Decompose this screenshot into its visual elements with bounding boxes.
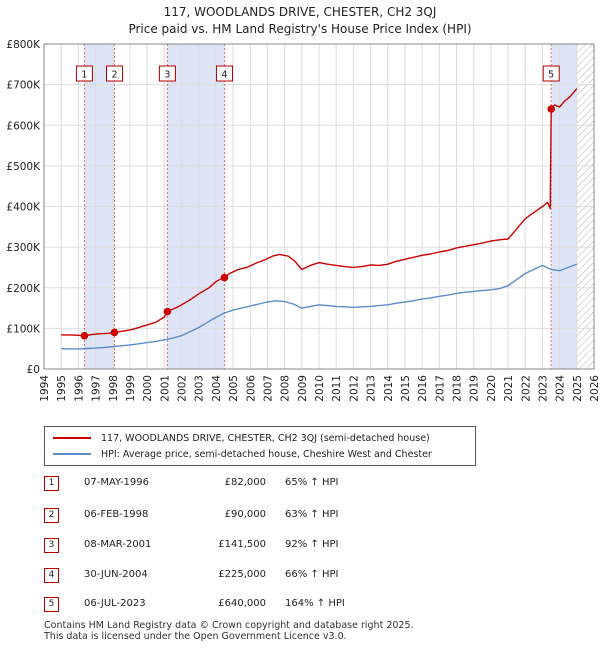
x-tick-label: 2022 xyxy=(520,375,532,402)
x-tick-label: 2006 xyxy=(245,375,257,402)
sale-row: 4 30-JUN-2004 £225,000 66% ↑ HPI xyxy=(0,568,600,584)
sale-price: £90,000 xyxy=(224,509,266,520)
sale-point xyxy=(163,307,172,316)
sale-point xyxy=(547,105,556,113)
legend-label-property: 117, WOODLANDS DRIVE, CHESTER, CH2 3QJ (… xyxy=(101,432,430,444)
sale-marker-label: 2 xyxy=(111,70,117,81)
sale-marker-box xyxy=(158,65,176,82)
footer-line-2: This data is licensed under the Open Gov… xyxy=(44,631,347,642)
x-tick-label: 2017 xyxy=(434,375,446,402)
hpi-line xyxy=(61,263,578,350)
sale-hpi-change: 63% ↑ HPI xyxy=(285,509,339,520)
sale-number-badge: 1 xyxy=(44,476,59,491)
sale-price: £640,000 xyxy=(218,598,266,609)
title-line-1: 117, WOODLANDS DRIVE, CHESTER, CH2 3QJ xyxy=(163,5,437,19)
y-tick-label: £0 xyxy=(27,364,40,376)
x-tick-label: 2000 xyxy=(142,375,154,402)
sale-hpi-change: 66% ↑ HPI xyxy=(285,569,339,580)
legend-swatch-property xyxy=(53,437,91,439)
sale-marker-box xyxy=(75,65,93,82)
sale-number-badge: 4 xyxy=(44,568,59,583)
x-tick-label: 1995 xyxy=(56,375,68,402)
sale-point xyxy=(80,331,89,340)
x-tick-label: 1994 xyxy=(39,375,51,402)
sale-hpi-change: 92% ↑ HPI xyxy=(285,539,339,550)
y-tick-label: £400K xyxy=(6,202,41,214)
legend-label-hpi: HPI: Average price, semi-detached house,… xyxy=(101,448,432,460)
sale-date: 06-FEB-1998 xyxy=(84,509,149,520)
x-tick-label: 2001 xyxy=(159,375,171,402)
x-tick-label: 2021 xyxy=(503,375,515,402)
x-tick-label: 2020 xyxy=(486,375,498,402)
sale-date: 06-JUL-2023 xyxy=(84,598,146,609)
y-tick-label: £200K xyxy=(6,283,41,295)
sale-row: 2 06-FEB-1998 £90,000 63% ↑ HPI xyxy=(0,508,600,524)
x-tick-label: 2012 xyxy=(348,375,360,402)
sale-date: 08-MAR-2001 xyxy=(84,539,152,550)
chart-title: 117, WOODLANDS DRIVE, CHESTER, CH2 3QJ P… xyxy=(0,4,600,38)
title-line-2: Price paid vs. HM Land Registry's House … xyxy=(128,22,472,36)
y-tick-label: £800K xyxy=(6,39,41,51)
x-tick-label: 2007 xyxy=(262,375,274,402)
sale-row: 1 07-MAY-1996 £82,000 65% ↑ HPI xyxy=(0,476,600,492)
sale-marker-label: 3 xyxy=(164,70,170,81)
sale-number-badge: 3 xyxy=(44,538,59,553)
legend-item-hpi: HPI: Average price, semi-detached house,… xyxy=(53,447,432,461)
x-tick-label: 2008 xyxy=(280,375,292,402)
plot-frame xyxy=(43,43,595,370)
footer-line-1: Contains HM Land Registry data © Crown c… xyxy=(44,620,414,631)
x-tick-label: 2015 xyxy=(400,375,412,402)
sale-price: £141,500 xyxy=(218,539,266,550)
sale-row: 5 06-JUL-2023 £640,000 164% ↑ HPI xyxy=(0,597,600,613)
x-tick-label: 2013 xyxy=(366,375,378,402)
price-chart: 1 2 3 4 5 £0 £100K £200K £300K £400K £500K £600K £7… xyxy=(6,39,600,402)
legend-item-property: 117, WOODLANDS DRIVE, CHESTER, CH2 3QJ (… xyxy=(53,431,430,445)
y-tick-label: £100K xyxy=(6,323,41,335)
sale-price: £225,000 xyxy=(218,569,266,580)
x-tick-label: 2023 xyxy=(537,375,549,402)
sale-point xyxy=(220,273,229,282)
x-tick-label: 2025 xyxy=(572,375,584,402)
x-tick-label: 2010 xyxy=(314,375,326,402)
sale-marker-label: 4 xyxy=(221,70,227,81)
x-tick-label: 2003 xyxy=(194,375,206,402)
property-price-line xyxy=(61,88,578,337)
legend-swatch-hpi xyxy=(53,453,91,455)
x-tick-label: 2005 xyxy=(228,375,240,402)
x-tick-label: 1999 xyxy=(125,375,137,402)
sale-marker-box xyxy=(105,65,123,82)
sale-marker-box xyxy=(542,65,560,82)
x-tick-label: 2018 xyxy=(452,375,464,402)
sale-row: 3 08-MAR-2001 £141,500 92% ↑ HPI xyxy=(0,538,600,554)
x-tick-label: 2024 xyxy=(555,375,567,402)
x-tick-label: 1998 xyxy=(108,375,120,402)
sale-date: 07-MAY-1996 xyxy=(84,477,150,488)
footer-notice: Contains HM Land Registry data © Crown c… xyxy=(44,620,414,642)
x-tick-label: 1996 xyxy=(73,375,85,402)
y-tick-label: £700K xyxy=(6,80,41,92)
sale-marker-box xyxy=(215,65,233,82)
sale-marker-label: 5 xyxy=(548,70,554,81)
sale-number-badge: 5 xyxy=(44,597,59,612)
x-tick-label: 2009 xyxy=(297,375,309,402)
x-tick-label: 2011 xyxy=(331,375,343,402)
sale-hpi-change: 164% ↑ HPI xyxy=(285,598,345,609)
x-tick-label: 2002 xyxy=(177,375,189,402)
x-tick-label: 1997 xyxy=(91,375,103,402)
legend: 117, WOODLANDS DRIVE, CHESTER, CH2 3QJ (… xyxy=(44,426,476,466)
y-tick-label: £600K xyxy=(6,120,41,132)
sale-marker-label: 1 xyxy=(81,70,87,81)
x-tick-label: 2019 xyxy=(469,375,481,402)
sale-hpi-change: 65% ↑ HPI xyxy=(285,477,339,488)
sale-point xyxy=(110,328,119,337)
sale-number-badge: 2 xyxy=(44,508,59,523)
x-tick-label: 2014 xyxy=(383,375,395,402)
x-tick-label: 2026 xyxy=(589,375,600,402)
x-tick-label: 2016 xyxy=(417,375,429,402)
y-tick-label: £500K xyxy=(6,161,41,173)
y-tick-label: £300K xyxy=(6,242,41,254)
sale-date: 30-JUN-2004 xyxy=(84,569,148,580)
sale-price: £82,000 xyxy=(224,477,266,488)
x-tick-label: 2004 xyxy=(211,375,223,402)
